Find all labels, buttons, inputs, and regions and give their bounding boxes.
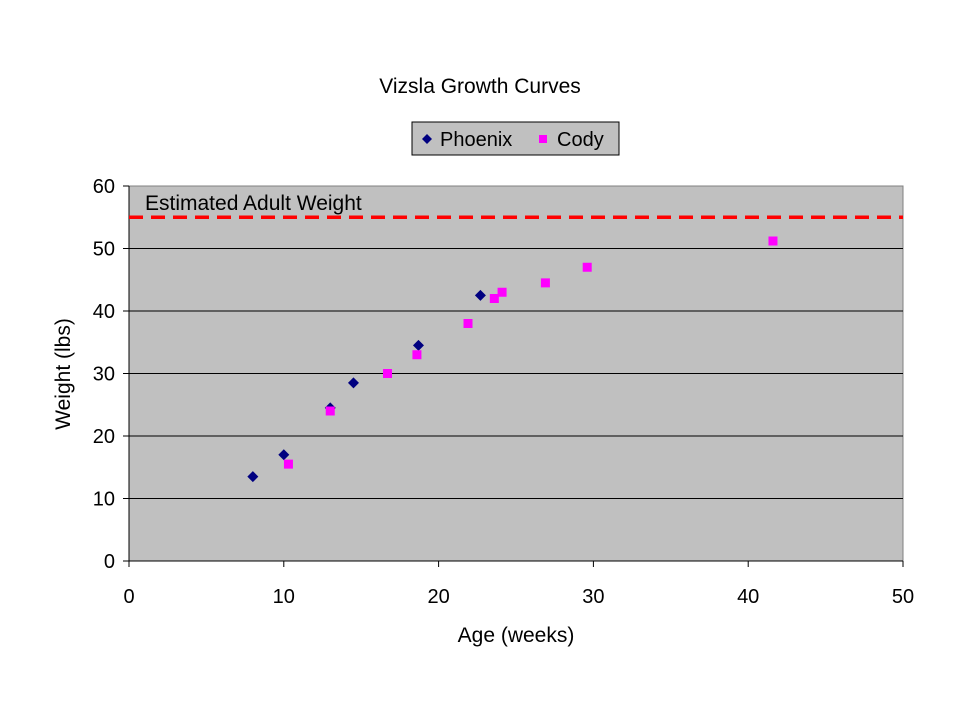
chart-title: Vizsla Growth Curves — [379, 75, 581, 98]
y-tick-label-30: 30 — [93, 364, 115, 386]
reference-line-label: Estimated Adult Weight — [145, 192, 362, 215]
point-cody-1 — [325, 406, 335, 416]
point-cody-5 — [489, 294, 499, 303]
point-phoenix-0 — [247, 471, 259, 483]
point-cody-2 — [383, 369, 393, 378]
x-tick-label-20: 20 — [427, 586, 449, 608]
legend-marker-cody — [539, 135, 547, 143]
point-cody-8 — [582, 262, 592, 272]
y-tick-label-50: 50 — [93, 239, 115, 261]
y-tick-label-20: 20 — [93, 426, 115, 448]
x-axis-ticks: 0 10 20 30 40 50 — [123, 561, 914, 608]
x-tick-label-50: 50 — [892, 586, 914, 608]
x-axis-title: Age (weeks) — [458, 624, 575, 647]
point-cody-4 — [463, 319, 473, 328]
point-phoenix-4 — [412, 339, 424, 351]
gridlines — [129, 248, 903, 499]
point-phoenix-5 — [474, 289, 486, 301]
y-axis-ticks: 0 10 20 30 40 50 60 — [93, 176, 129, 573]
legend-label-phoenix: Phoenix — [440, 129, 512, 151]
point-cody-7 — [540, 278, 550, 288]
y-tick-label-40: 40 — [93, 301, 115, 323]
y-tick-label-60: 60 — [93, 176, 115, 198]
point-phoenix-3 — [347, 377, 359, 389]
legend-box — [411, 121, 620, 156]
x-tick-label-0: 0 — [123, 586, 134, 608]
point-cody-3 — [412, 350, 422, 360]
point-cody-0 — [283, 459, 293, 469]
point-cody-6 — [497, 287, 507, 297]
y-tick-label-0: 0 — [104, 551, 115, 573]
point-phoenix-1 — [278, 449, 290, 461]
data-points — [247, 236, 778, 483]
y-tick-label-10: 10 — [93, 489, 115, 511]
x-tick-label-30: 30 — [582, 586, 604, 608]
x-tick-label-10: 10 — [273, 586, 295, 608]
legend: Phoenix Cody — [411, 121, 620, 156]
legend-label-cody: Cody — [557, 129, 604, 151]
point-cody-9 — [768, 236, 778, 246]
legend-marker-phoenix — [422, 134, 432, 144]
x-tick-label-40: 40 — [737, 586, 759, 608]
y-axis-title: Weight (lbs) — [52, 318, 75, 430]
